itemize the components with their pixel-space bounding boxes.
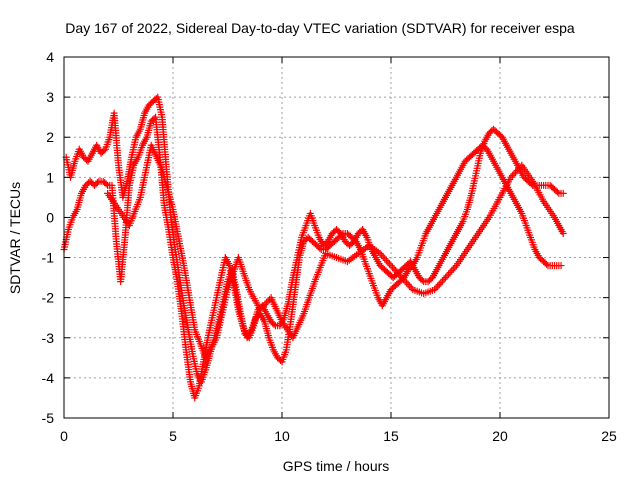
data-point: [515, 165, 523, 173]
data-point: [559, 229, 567, 237]
data-point: [382, 256, 390, 264]
data-point: [559, 189, 567, 197]
data-point: [445, 270, 453, 278]
data-point: [385, 260, 393, 268]
x-tick-label: 0: [60, 428, 68, 444]
data-point: [100, 147, 108, 155]
data-point: [256, 306, 264, 314]
data-point: [376, 250, 384, 258]
y-tick-label: -5: [42, 410, 55, 426]
x-tick-label: 20: [492, 428, 508, 444]
data-point: [432, 284, 440, 292]
data-point: [387, 262, 395, 270]
data-point: [406, 282, 414, 290]
x-tick-label: 5: [169, 428, 177, 444]
data-point: [396, 272, 404, 280]
y-axis-label: SDTVAR / TECUs: [7, 182, 23, 294]
y-tick-label: -2: [42, 290, 55, 306]
data-point: [438, 277, 446, 285]
data-point: [431, 286, 439, 294]
data-point: [389, 263, 397, 271]
data-point: [418, 276, 426, 284]
data-point: [442, 274, 449, 282]
plot-frame: [63, 56, 610, 419]
data-point: [446, 268, 454, 276]
data-point: [507, 173, 515, 181]
y-tick-label: 1: [46, 169, 54, 185]
data-point: [510, 170, 518, 178]
data-point: [261, 301, 269, 309]
data-points: [60, 93, 567, 402]
data-point: [384, 258, 392, 266]
x-axis-label: GPS time / hours: [283, 458, 390, 474]
data-point: [399, 275, 407, 283]
data-point: [381, 255, 389, 263]
y-tick-label: 2: [46, 129, 54, 145]
data-point: [449, 265, 457, 273]
data-point: [404, 280, 412, 288]
data-point: [102, 180, 110, 188]
y-tick-label: -3: [42, 330, 55, 346]
data-point: [379, 253, 387, 261]
data-point: [395, 270, 403, 278]
y-tick-label: -1: [42, 250, 55, 266]
axis-ticks: 0 5 10 15 20 25 -5 -4 -3 -2 -1 0 1 2 3 4: [42, 49, 617, 444]
data-point: [435, 280, 443, 288]
data-point: [378, 251, 386, 259]
data-point: [390, 265, 398, 273]
data-point: [440, 275, 448, 283]
data-point: [434, 282, 442, 290]
series-2: [62, 93, 567, 386]
series-3: [104, 141, 567, 362]
y-tick-label: -4: [42, 370, 55, 386]
data-point: [437, 279, 445, 287]
data-point: [557, 262, 565, 270]
data-point: [448, 267, 456, 275]
data-point: [262, 299, 270, 307]
data-point: [401, 277, 409, 285]
data-point: [407, 284, 415, 292]
data-point: [403, 279, 411, 287]
x-tick-label: 10: [274, 428, 290, 444]
y-tick-label: 0: [46, 209, 54, 225]
data-point: [316, 244, 324, 252]
data-point: [270, 320, 278, 328]
data-point: [258, 304, 266, 312]
data-point: [451, 263, 459, 271]
data-point: [508, 172, 516, 180]
data-point: [393, 268, 401, 276]
chart-title: Day 167 of 2022, Sidereal Day-to-day VTE…: [65, 20, 575, 36]
data-point: [513, 166, 521, 174]
data-point: [150, 115, 158, 123]
data-point: [93, 179, 101, 187]
x-tick-label: 15: [383, 428, 399, 444]
data-point: [264, 297, 272, 305]
y-tick-label: 4: [46, 49, 54, 65]
data-point: [392, 267, 400, 275]
data-point: [512, 168, 520, 176]
data-point: [543, 260, 551, 268]
data-point: [553, 188, 561, 196]
y-tick-label: 3: [46, 89, 54, 105]
x-tick-label: 25: [601, 428, 617, 444]
data-point: [398, 274, 406, 282]
data-point: [259, 302, 267, 310]
data-point: [443, 272, 451, 280]
